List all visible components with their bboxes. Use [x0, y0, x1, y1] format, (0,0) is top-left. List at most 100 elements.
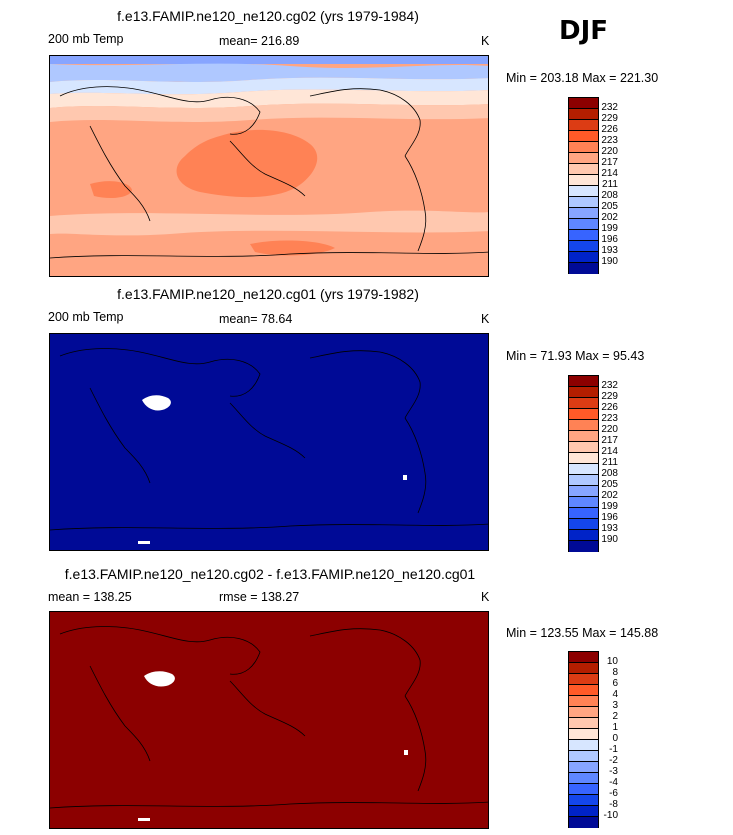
colorbar-1-swatch: [569, 175, 598, 186]
tick-label: 223: [601, 413, 618, 424]
missing-data-patch: [403, 475, 407, 480]
colorbar-3-swatch: [569, 685, 598, 696]
panel-2-units-label: K: [481, 312, 490, 326]
colorbar-1-swatch: [569, 153, 598, 164]
tick-label: -10: [603, 810, 618, 821]
tick-label: 217: [601, 157, 618, 168]
colorbar-3-swatch: [569, 740, 598, 751]
colorbar-3-swatch: [569, 718, 598, 729]
tick-label: -1: [609, 744, 618, 755]
season-label: DJF: [559, 16, 609, 46]
tick-label: 4: [612, 689, 618, 700]
panel-2-minmax-label: Min = 71.93 Max = 95.43: [506, 349, 645, 363]
colorbar-3-swatch: [569, 806, 598, 817]
panel-1-variable-label: 200 mb Temp: [48, 32, 124, 46]
tick-label: 196: [601, 234, 618, 245]
tick-label: 190: [601, 534, 618, 545]
colorbar-1-swatch: [569, 252, 598, 263]
tick-label: 2: [612, 711, 618, 722]
colorbar-2-swatch: [569, 420, 598, 431]
tick-label: 205: [601, 201, 618, 212]
tick-label: 193: [601, 245, 618, 256]
panel-3-rmse-label: rmse = 138.27: [219, 590, 300, 604]
colorbar-2-swatch: [569, 453, 598, 464]
tick-label: 229: [601, 391, 618, 402]
colorbar-2-swatch: [569, 486, 598, 497]
colorbar-2-swatch: [569, 541, 598, 552]
tick-label: -3: [609, 766, 618, 777]
colorbar-1-swatch: [569, 98, 598, 109]
colorbar-2-swatch: [569, 409, 598, 420]
tick-label: 190: [601, 256, 618, 267]
tick-label: 217: [601, 435, 618, 446]
panel-1-title: f.e13.FAMIP.ne120_ne120.cg02 (yrs 1979-1…: [117, 8, 419, 24]
panel-3-title: f.e13.FAMIP.ne120_ne120.cg02 - f.e13.FAM…: [64, 566, 476, 582]
tick-label: 8: [612, 667, 618, 678]
tick-label: -4: [609, 777, 618, 788]
colorbar-1-swatch: [569, 197, 598, 208]
missing-data-patch: [144, 671, 175, 687]
tick-label: 214: [601, 168, 618, 179]
tick-label: 0: [612, 733, 618, 744]
colorbar-2-swatch: [569, 519, 598, 530]
colorbar-2-swatch: [569, 431, 598, 442]
colorbar-2-swatch: [569, 442, 598, 453]
colorbar-1-swatch: [569, 164, 598, 175]
colorbar-2-swatch: [569, 497, 598, 508]
colorbar-1-swatch: [569, 219, 598, 230]
panel-2-colorbar-ticks: 232 229 226 223 220 217 214 211 208 205 …: [596, 380, 618, 545]
missing-data-patch: [138, 541, 150, 544]
panel-1-map: [49, 55, 489, 277]
tick-label: 6: [612, 678, 618, 689]
colorbar-1-swatch: [569, 241, 598, 252]
panel-2-mean-label: mean= 78.64: [219, 312, 293, 326]
tick-label: 220: [601, 146, 618, 157]
tick-label: 199: [601, 223, 618, 234]
tick-label: 196: [601, 512, 618, 523]
colorbar-2-swatch: [569, 398, 598, 409]
colorbar-3-swatch: [569, 696, 598, 707]
colorbar-3-swatch: [569, 729, 598, 740]
tick-label: 214: [601, 446, 618, 457]
tick-label: 202: [601, 490, 618, 501]
panel-3-colorbar: [568, 651, 599, 828]
panel-3-map: [49, 611, 489, 829]
colorbar-2-swatch: [569, 475, 598, 486]
tick-label: -2: [609, 755, 618, 766]
tick-label: 226: [601, 402, 618, 413]
missing-data-patch: [138, 818, 150, 821]
colorbar-3-swatch: [569, 817, 598, 828]
tick-label: 205: [601, 479, 618, 490]
colorbar-2-swatch: [569, 376, 598, 387]
tick-label: 208: [601, 190, 618, 201]
panel-2-title: f.e13.FAMIP.ne120_ne120.cg01 (yrs 1979-1…: [117, 286, 419, 302]
panel-1-colorbar: [568, 97, 599, 274]
colorbar-3-swatch: [569, 663, 598, 674]
tick-label: 232: [601, 102, 618, 113]
missing-data-patch: [404, 750, 408, 755]
tick-label: 202: [601, 212, 618, 223]
colorbar-1-swatch: [569, 142, 598, 153]
tick-label: 3: [612, 700, 618, 711]
colorbar-2-swatch: [569, 508, 598, 519]
tick-label: -8: [609, 799, 618, 810]
colorbar-3-swatch: [569, 751, 598, 762]
colorbar-1-swatch: [569, 120, 598, 131]
panel-2-colorbar: [568, 375, 599, 552]
colorbar-3-swatch: [569, 762, 598, 773]
colorbar-1-swatch: [569, 263, 598, 274]
panel-1-minmax-label: Min = 203.18 Max = 221.30: [506, 71, 659, 85]
colorbar-1-swatch: [569, 208, 598, 219]
colorbar-2-swatch: [569, 387, 598, 398]
colorbar-1-swatch: [569, 186, 598, 197]
tick-label: 10: [606, 656, 618, 667]
panel-3-field: [50, 612, 488, 828]
tick-label: 226: [601, 124, 618, 135]
colorbar-1-swatch: [569, 109, 598, 120]
panel-3-mean-label: mean = 138.25: [48, 590, 132, 604]
panel-2-field: [50, 334, 488, 550]
colorbar-3-swatch: [569, 773, 598, 784]
panel-1-colorbar-ticks: 232 229 226 223 220 217 214 211 208 205 …: [596, 102, 618, 267]
tick-label: 211: [602, 179, 618, 190]
colorbar-2-swatch: [569, 530, 598, 541]
